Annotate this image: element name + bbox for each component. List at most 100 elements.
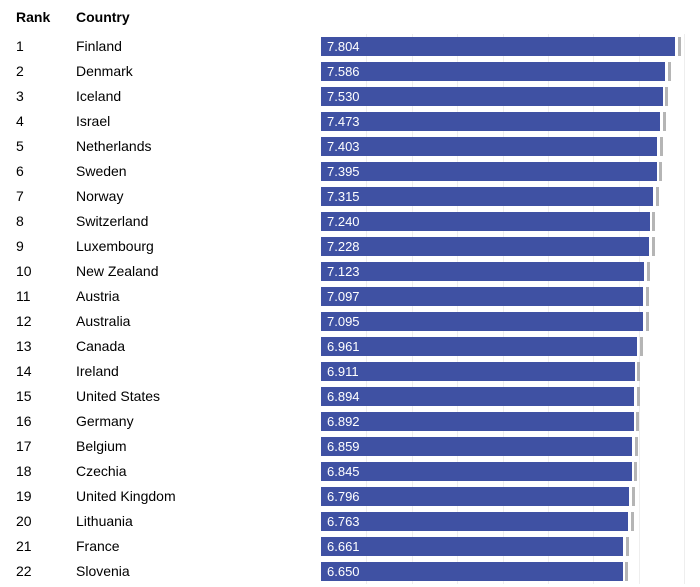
bar-wrap: 6.859 bbox=[321, 437, 684, 456]
header-row: Rank Country bbox=[16, 8, 684, 26]
gridline bbox=[684, 284, 685, 309]
bar: 7.804 bbox=[321, 37, 675, 56]
bar-wrap: 6.763 bbox=[321, 512, 684, 531]
table-row: 2Denmark7.586 bbox=[16, 59, 684, 84]
bar: 7.228 bbox=[321, 237, 649, 256]
bar: 6.892 bbox=[321, 412, 634, 431]
table-row: 8Switzerland7.240 bbox=[16, 209, 684, 234]
rows-container: 1Finland7.8042Denmark7.5863Iceland7.5304… bbox=[16, 34, 684, 584]
rank-cell: 5 bbox=[16, 134, 76, 159]
bar-wrap: 7.530 bbox=[321, 87, 684, 106]
bar-value-label: 7.530 bbox=[327, 89, 360, 104]
chart-cell: 7.403 bbox=[321, 134, 684, 159]
rank-cell: 17 bbox=[16, 434, 76, 459]
bar-value-label: 7.473 bbox=[327, 114, 360, 129]
table-row: 6Sweden7.395 bbox=[16, 159, 684, 184]
country-cell: Germany bbox=[76, 409, 321, 434]
table-row: 15United States6.894 bbox=[16, 384, 684, 409]
country-cell: Switzerland bbox=[76, 209, 321, 234]
marker bbox=[647, 262, 650, 281]
country-cell: Belgium bbox=[76, 434, 321, 459]
rank-cell: 6 bbox=[16, 159, 76, 184]
gridline bbox=[684, 34, 685, 59]
header-country: Country bbox=[76, 8, 321, 26]
marker bbox=[660, 137, 663, 156]
bar: 7.586 bbox=[321, 62, 665, 81]
bar: 7.240 bbox=[321, 212, 650, 231]
chart-cell: 6.763 bbox=[321, 509, 684, 534]
table-row: 10New Zealand7.123 bbox=[16, 259, 684, 284]
bar: 6.911 bbox=[321, 362, 635, 381]
table-row: 12Australia7.095 bbox=[16, 309, 684, 334]
bar-wrap: 7.228 bbox=[321, 237, 684, 256]
marker bbox=[646, 287, 649, 306]
gridline bbox=[684, 409, 685, 434]
gridline bbox=[684, 459, 685, 484]
bar: 7.530 bbox=[321, 87, 663, 106]
bar-value-label: 6.911 bbox=[327, 364, 359, 379]
marker bbox=[637, 387, 640, 406]
rank-cell: 9 bbox=[16, 234, 76, 259]
bar-value-label: 7.240 bbox=[327, 214, 360, 229]
gridline bbox=[684, 334, 685, 359]
gridline bbox=[684, 509, 685, 534]
country-cell: Norway bbox=[76, 184, 321, 209]
bar-value-label: 7.123 bbox=[327, 264, 360, 279]
chart-cell: 7.315 bbox=[321, 184, 684, 209]
bar: 7.403 bbox=[321, 137, 657, 156]
bar-value-label: 6.894 bbox=[327, 389, 360, 404]
bar: 6.796 bbox=[321, 487, 629, 506]
bar-value-label: 7.804 bbox=[327, 39, 360, 54]
marker bbox=[663, 112, 666, 131]
bar: 6.650 bbox=[321, 562, 623, 581]
bar-wrap: 7.473 bbox=[321, 112, 684, 131]
rank-cell: 1 bbox=[16, 34, 76, 59]
bar-value-label: 7.228 bbox=[327, 239, 360, 254]
bar: 6.763 bbox=[321, 512, 628, 531]
rank-cell: 19 bbox=[16, 484, 76, 509]
header-chart-spacer bbox=[321, 8, 684, 26]
bar-value-label: 7.395 bbox=[327, 164, 360, 179]
marker bbox=[636, 412, 639, 431]
table-row: 13Canada6.961 bbox=[16, 334, 684, 359]
chart-cell: 7.123 bbox=[321, 259, 684, 284]
chart-cell: 6.961 bbox=[321, 334, 684, 359]
country-cell: Finland bbox=[76, 34, 321, 59]
gridline bbox=[684, 434, 685, 459]
rank-cell: 20 bbox=[16, 509, 76, 534]
bar-value-label: 6.763 bbox=[327, 514, 360, 529]
table-row: 20Lithuania6.763 bbox=[16, 509, 684, 534]
marker bbox=[668, 62, 671, 81]
bar: 7.315 bbox=[321, 187, 653, 206]
table-row: 22Slovenia6.650 bbox=[16, 559, 684, 584]
rank-cell: 16 bbox=[16, 409, 76, 434]
marker bbox=[631, 512, 634, 531]
marker bbox=[626, 537, 629, 556]
country-cell: Australia bbox=[76, 309, 321, 334]
country-cell: Ireland bbox=[76, 359, 321, 384]
country-cell: Austria bbox=[76, 284, 321, 309]
table-row: 1Finland 7.804 bbox=[16, 34, 684, 59]
table-row: 21France6.661 bbox=[16, 534, 684, 559]
gridline bbox=[684, 559, 685, 584]
country-cell: Denmark bbox=[76, 59, 321, 84]
gridline bbox=[684, 159, 685, 184]
gridline bbox=[684, 209, 685, 234]
gridline bbox=[684, 259, 685, 284]
chart-cell: 6.859 bbox=[321, 434, 684, 459]
marker bbox=[635, 437, 638, 456]
country-cell: United Kingdom bbox=[76, 484, 321, 509]
bar-wrap: 6.961 bbox=[321, 337, 684, 356]
bar-value-label: 7.315 bbox=[327, 189, 360, 204]
marker bbox=[625, 562, 628, 581]
rank-cell: 21 bbox=[16, 534, 76, 559]
chart-cell: 7.473 bbox=[321, 109, 684, 134]
rank-cell: 14 bbox=[16, 359, 76, 384]
bar: 7.123 bbox=[321, 262, 644, 281]
bar-wrap: 7.315 bbox=[321, 187, 684, 206]
bar-wrap: 6.650 bbox=[321, 562, 684, 581]
chart-cell: 6.796 bbox=[321, 484, 684, 509]
chart-cell: 7.097 bbox=[321, 284, 684, 309]
marker bbox=[634, 462, 637, 481]
chart-cell: 6.894 bbox=[321, 384, 684, 409]
